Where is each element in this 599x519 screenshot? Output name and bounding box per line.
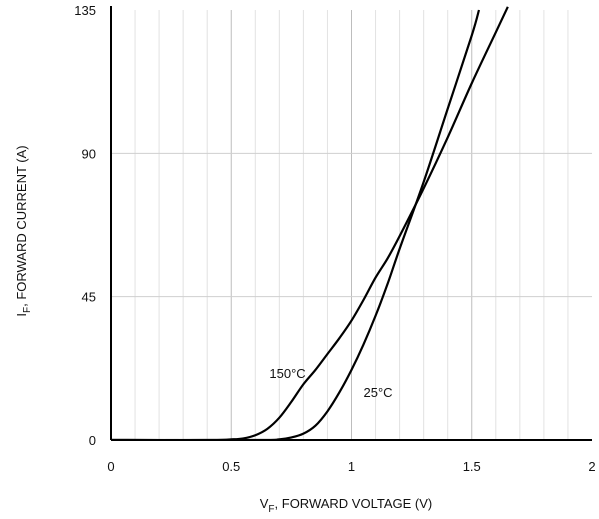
y-tick-label: 0 <box>89 433 96 448</box>
x-axis-title: VF, FORWARD VOLTAGE (V) <box>260 496 432 515</box>
y-tick-label: 90 <box>82 146 96 161</box>
y-tick-label: 45 <box>82 290 96 305</box>
tick-labels: 0 0.5 1 1.5 2 0 45 90 135 <box>74 3 595 474</box>
x-tick-label: 0.5 <box>222 459 240 474</box>
y-axis-title: IF, FORWARD CURRENT (A) <box>14 145 33 316</box>
series-line-0 <box>111 6 509 440</box>
y-tick-label: 135 <box>74 3 96 18</box>
x-tick-label: 0 <box>107 459 114 474</box>
series-label-0: 150°C <box>269 366 305 381</box>
x-tick-label: 2 <box>588 459 595 474</box>
x-tick-label: 1 <box>348 459 355 474</box>
series-labels: 150°C 25°C <box>269 366 392 400</box>
x-tick-label: 1.5 <box>463 459 481 474</box>
series-group <box>111 6 509 440</box>
series-label-1: 25°C <box>364 385 393 400</box>
grid-lines <box>111 10 592 440</box>
series-line-1 <box>111 9 481 440</box>
